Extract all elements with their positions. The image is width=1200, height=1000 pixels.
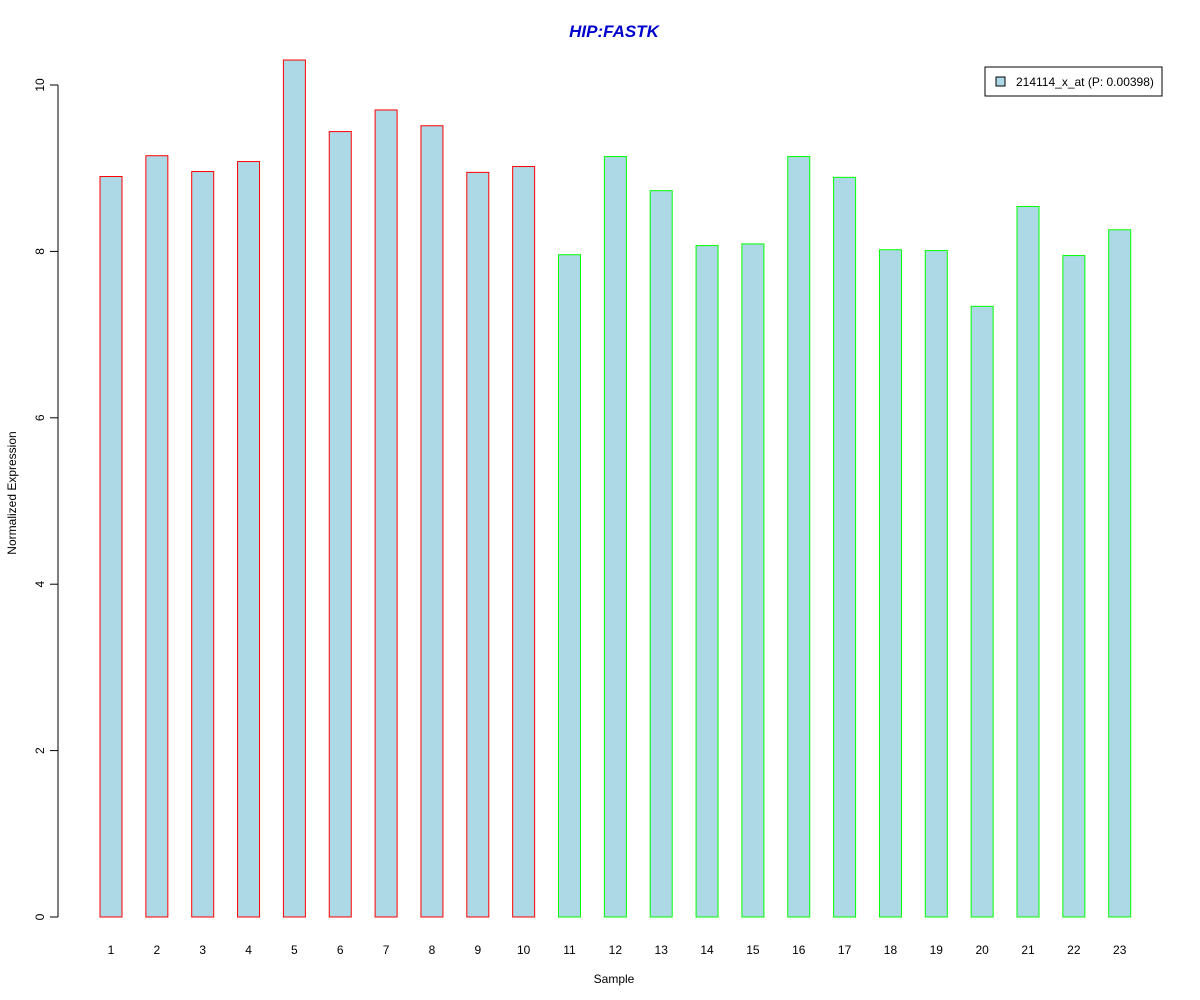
x-tick-label: 23 [1113, 943, 1127, 957]
x-tick-label: 18 [884, 943, 898, 957]
x-axis-label: Sample [594, 972, 635, 986]
bar [1016, 205, 1040, 918]
y-tick-label: 2 [33, 747, 47, 754]
y-tick-label: 8 [33, 248, 47, 255]
legend: 214114_x_at (P: 0.00398) [984, 66, 1163, 97]
x-tick-label: 19 [930, 943, 944, 957]
bar [695, 245, 719, 918]
x-tick-label: 16 [792, 943, 806, 957]
bar [512, 166, 536, 918]
bar [1108, 229, 1132, 918]
bar [145, 155, 169, 918]
bar [649, 190, 673, 918]
x-tick-label: 4 [245, 943, 252, 957]
x-tick-label: 10 [517, 943, 531, 957]
x-tick-label: 6 [337, 943, 344, 957]
bar [1062, 255, 1086, 918]
x-tick-label: 17 [838, 943, 852, 957]
x-tick-label: 11 [563, 943, 576, 957]
x-tick-label: 1 [108, 943, 115, 957]
x-tick-labels: 1 2 3 4 5 6 7 8 9 10 11 12 13 14 15 16 17 18 19 20 21 22 23 [108, 943, 1127, 957]
x-tick-label: 12 [609, 943, 623, 957]
bar [970, 305, 994, 918]
y-tick-label: 6 [33, 414, 47, 421]
bar [282, 59, 306, 918]
bar [191, 171, 215, 918]
x-tick-label: 20 [975, 943, 989, 957]
y-tick-label: 4 [33, 581, 47, 588]
x-tick-label: 15 [746, 943, 760, 957]
legend-box [984, 66, 1163, 97]
bar [787, 156, 811, 918]
x-tick-label: 22 [1067, 943, 1081, 957]
bar [237, 161, 261, 918]
bar [466, 171, 490, 918]
x-tick-label: 13 [655, 943, 669, 957]
x-tick-label: 5 [291, 943, 298, 957]
bar [603, 156, 627, 918]
legend-swatch [995, 76, 1006, 87]
x-tick-label: 21 [1021, 943, 1035, 957]
bars-group [99, 59, 1132, 918]
bar [420, 125, 444, 918]
bar [833, 176, 857, 918]
legend-label: 214114_x_at (P: 0.00398) [1016, 75, 1154, 89]
x-tick-label: 8 [429, 943, 436, 957]
x-tick-label: 2 [154, 943, 161, 957]
x-tick-label: 7 [383, 943, 390, 957]
bar [558, 254, 581, 918]
chart-title: HIP:FASTK [569, 22, 660, 41]
bar [924, 250, 948, 918]
bar [328, 131, 352, 918]
x-tick-label: 9 [474, 943, 481, 957]
y-axis: 0 2 4 6 8 10 [33, 78, 59, 920]
bar [99, 176, 123, 918]
y-axis-label: Normalized Expression [5, 431, 19, 554]
bar [374, 109, 398, 918]
bar [741, 243, 765, 918]
y-tick-label: 0 [33, 913, 47, 920]
y-tick-label: 10 [33, 78, 47, 92]
x-tick-label: 3 [199, 943, 206, 957]
bar [878, 249, 902, 918]
x-tick-label: 14 [700, 943, 714, 957]
